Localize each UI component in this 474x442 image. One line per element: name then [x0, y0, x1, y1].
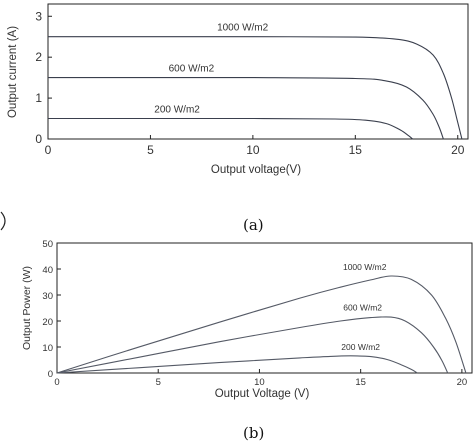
chart-b-xtick-label: 20 — [457, 377, 468, 388]
chart-a-series-line-2002 — [48, 117, 414, 140]
chart-b-series-label: 200 W/m2 — [341, 342, 380, 352]
chart-a-series — [47, 36, 463, 140]
chart-b-y-ticks: 0 10 20 30 40 50 — [42, 239, 61, 380]
chart-a-y-ticks: 0 1 2 3 — [35, 9, 52, 146]
panel-a-caption: (a) — [243, 216, 264, 234]
chart-a-ytick-label: 2 — [35, 50, 42, 64]
chart-b-series-line-10002 — [56, 275, 467, 374]
chart-b-xtick-label: 0 — [54, 377, 59, 388]
chart-a-xtick-label: 10 — [246, 143, 260, 157]
edge-mark-2 — [0, 211, 6, 231]
chart-a-series-label: 200 W/m2 — [154, 105, 200, 116]
chart-b-series-line-2002 — [56, 355, 418, 374]
chart-b-plot-frame — [56, 242, 473, 374]
chart-a-x-ticks: 0 5 10 15 20 — [45, 135, 465, 157]
chart-a-ytick-label: 3 — [35, 9, 42, 23]
chart-a-series-label: 1000 W/m2 — [217, 23, 269, 34]
chart-b: 0 10 20 30 40 50 0 5 10 15 20 1000 W/m2 600 W/m2 20… — [21, 239, 473, 400]
chart-a-ytick-label: 1 — [35, 91, 42, 105]
chart-b-ylabel: Output Power (W) — [21, 266, 33, 350]
chart-b-ytick-label: 0 — [48, 369, 53, 380]
chart-b-ytick-label: 20 — [42, 317, 53, 328]
chart-a-series-label: 600 W/m2 — [169, 64, 215, 75]
chart-b-xlabel: Output Voltage (V) — [215, 388, 310, 400]
chart-a-series-line-10002 — [47, 36, 463, 140]
chart-b-ytick-label: 40 — [42, 265, 53, 276]
chart-a-plot-frame — [47, 3, 469, 140]
chart-b-ytick-label: 10 — [42, 343, 53, 354]
chart-b-ytick-label: 30 — [42, 291, 53, 302]
chart-a-xlabel: Output voltage(V) — [211, 164, 301, 176]
chart-a-xtick-label: 15 — [349, 143, 363, 157]
chart-a-series-labels: 1000 W/m2 600 W/m2 200 W/m2 — [154, 23, 268, 116]
chart-a-xtick-label: 5 — [147, 143, 154, 157]
chart-b-series-labels: 1000 W/m2 600 W/m2 200 W/m2 — [341, 262, 386, 352]
chart-b-xtick-label: 10 — [254, 377, 265, 388]
panel-b-caption: (b) — [243, 424, 265, 442]
chart-a-series-line-6002 — [47, 77, 444, 140]
chart-b-series-label: 600 W/m2 — [343, 302, 382, 312]
chart-a-ytick-label: 0 — [35, 132, 42, 146]
chart-b-series-line-6002 — [56, 316, 449, 374]
chart-a-ylabel: Output current (A) — [7, 26, 19, 118]
chart-b-xtick-label: 5 — [156, 377, 161, 388]
chart-a-xtick-label: 0 — [45, 143, 52, 157]
chart-b-x-ticks: 0 5 10 15 20 — [54, 369, 467, 388]
chart-b-xtick-label: 15 — [355, 377, 366, 388]
chart-b-series-label: 1000 W/m2 — [343, 262, 387, 272]
chart-b-ytick-label: 50 — [42, 239, 53, 250]
chart-b-series — [56, 275, 467, 374]
chart-a-xtick-label: 20 — [451, 143, 465, 157]
